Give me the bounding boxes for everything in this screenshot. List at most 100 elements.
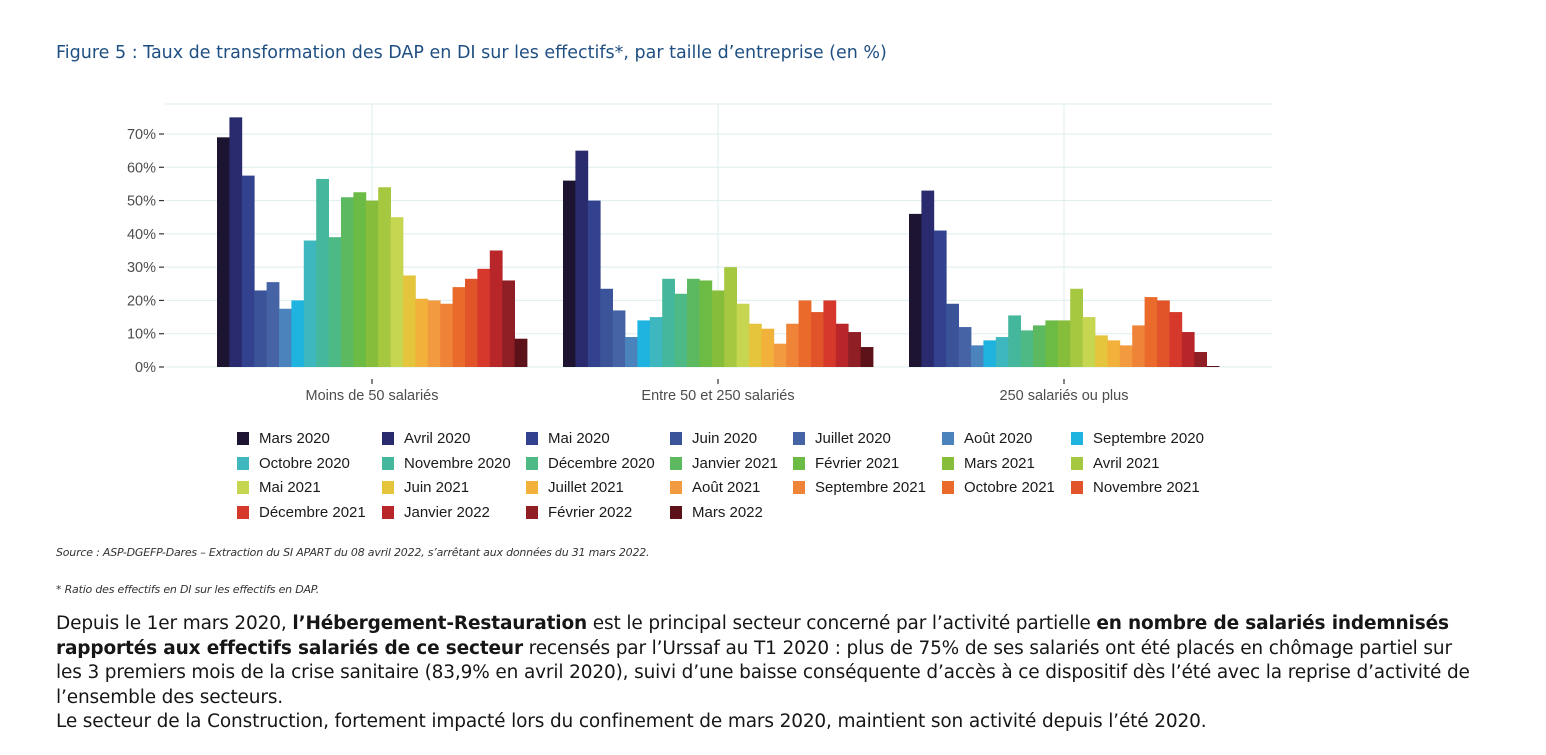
bar-1-11: [341, 197, 354, 367]
bar-3-20: [1144, 297, 1158, 367]
legend-swatch: [670, 456, 682, 470]
bar-1-6: [279, 308, 292, 367]
bar-3-12: [1045, 320, 1059, 367]
legend-label: Mars 2020: [259, 430, 330, 447]
legend-label: Avril 2021: [1093, 454, 1160, 472]
bar-2-3: [587, 200, 601, 367]
bar-2-18: [773, 343, 787, 367]
bar-1-3: [241, 175, 255, 367]
legend-item: Juillet 2021: [526, 479, 624, 496]
legend-label: Mars 2021: [964, 454, 1035, 472]
bar-1-8: [303, 240, 317, 367]
legend-swatch: [382, 456, 394, 470]
legend-item: Décembre 2020: [526, 455, 655, 472]
bar-1-15: [390, 217, 404, 367]
p1-bold-sector: l’Hébergement-Restauration: [292, 613, 588, 634]
bar-2-7: [637, 320, 651, 367]
bar-1-19: [440, 303, 453, 367]
bar-1-22: [477, 268, 491, 367]
legend-item: Octobre 2021: [942, 479, 1055, 496]
legend-item: Juin 2020: [670, 430, 757, 447]
bar-3-15: [1082, 317, 1096, 367]
bar-1-17: [415, 298, 429, 367]
bar-2-17: [761, 328, 775, 367]
bar-1-12: [353, 192, 367, 367]
legend-label: Janvier 2022: [404, 503, 490, 521]
bar-3-10: [1020, 330, 1034, 367]
bar-1-18: [427, 300, 441, 367]
bar-2-19: [786, 323, 799, 367]
bar-2-4: [600, 288, 613, 367]
bar-3-18: [1119, 345, 1133, 367]
y-tick-label: 10%: [127, 327, 156, 343]
legend-label: Décembre 2020: [548, 454, 655, 472]
legend-item: Janvier 2021: [670, 455, 778, 472]
legend-label: Novembre 2020: [404, 454, 511, 472]
bar-1-4: [254, 290, 267, 367]
footnote: * Ratio des effectifs en DI sur les effe…: [56, 583, 320, 596]
legend-swatch: [1071, 456, 1083, 470]
bar-chart: 0% 10% 20% 30% 40% 50% 60% 70% Moins de 50 sala…: [127, 103, 1272, 404]
legend-item: Janvier 2022: [382, 504, 490, 521]
bar-2-5: [612, 310, 626, 367]
legend-swatch: [670, 481, 682, 494]
legend-swatch: [526, 481, 538, 494]
legend-swatch: [942, 432, 954, 445]
bars: [217, 117, 1220, 367]
legend-label: Octobre 2020: [259, 454, 350, 472]
legend-item: Mars 2020: [237, 430, 330, 447]
x-tick-label: 250 salariés ou plus: [1000, 388, 1129, 404]
bar-3-5: [958, 327, 972, 367]
bar-2-22: [823, 300, 837, 367]
bar-1-20: [452, 287, 466, 367]
paragraph-2: Le secteur de la Construction, fortement…: [56, 711, 1207, 732]
legend-label: Février 2021: [815, 454, 900, 472]
bar-1-7: [291, 300, 305, 367]
paragraph-1: Depuis le 1er mars 2020, l’Hébergement-R…: [56, 612, 1476, 710]
bar-3-2: [921, 190, 935, 367]
x-tick-label: Moins de 50 salariés: [306, 388, 439, 404]
bar-2-14: [724, 267, 737, 367]
legend-item: Septembre 2020: [1071, 430, 1204, 447]
legend-item: Mai 2021: [237, 479, 321, 496]
bar-1-10: [328, 237, 342, 367]
bar-2-23: [835, 323, 849, 367]
figure-title: Figure 5 : Taux de transformation des DA…: [56, 43, 887, 63]
legend-label: Octobre 2021: [964, 479, 1055, 496]
y-tick-label: 20%: [127, 293, 156, 309]
bar-2-12: [699, 280, 713, 367]
legend-swatch: [793, 456, 805, 470]
bar-1-24: [502, 280, 515, 367]
legend-label: Juillet 2020: [815, 430, 891, 447]
legend-swatch: [1071, 432, 1083, 445]
legend-item: Octobre 2020: [237, 455, 350, 472]
bar-3-1: [909, 213, 922, 367]
legend-item: Février 2022: [526, 504, 632, 521]
bar-3-23: [1181, 332, 1195, 367]
legend-label: Juin 2021: [404, 479, 470, 496]
legend-label: Juillet 2021: [548, 479, 624, 496]
bar-2-13: [711, 290, 725, 367]
bar-3-9: [1008, 315, 1021, 367]
legend-label: Avril 2020: [404, 430, 471, 447]
legend-swatch: [793, 481, 805, 494]
legend-label: Mai 2021: [259, 479, 321, 496]
bar-1-13: [365, 200, 379, 367]
legend-item: Mars 2022: [670, 504, 763, 521]
legend-label: Septembre 2020: [1093, 430, 1204, 447]
bar-3-8: [995, 337, 1009, 367]
bar-2-25: [860, 347, 874, 367]
y-tick-label: 30%: [127, 260, 156, 276]
bar-2-21: [811, 312, 824, 367]
legend-label: Mars 2022: [692, 503, 763, 521]
p1-part-a: Depuis le 1er mars 2020,: [56, 613, 293, 634]
bar-1-1: [217, 137, 230, 367]
y-tick-label: 70%: [127, 127, 156, 143]
bar-3-16: [1095, 335, 1108, 367]
legend-label: Août 2020: [964, 430, 1033, 447]
legend-label: Décembre 2021: [259, 503, 366, 521]
bar-3-6: [971, 345, 984, 367]
bar-3-22: [1169, 312, 1183, 367]
p1-part-c: est le principal secteur concerné par l’…: [587, 613, 1097, 634]
legend-item: Août 2020: [942, 430, 1032, 447]
